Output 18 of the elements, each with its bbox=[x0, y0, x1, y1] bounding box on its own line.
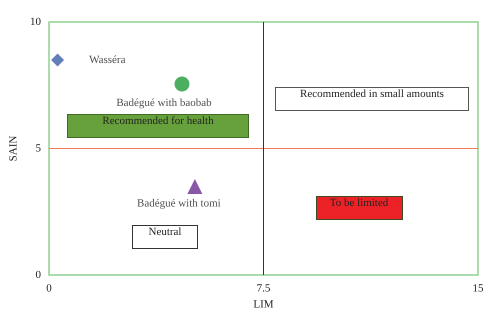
y-tick-label: 10 bbox=[30, 16, 42, 28]
point bbox=[174, 76, 190, 92]
text-box: To be limited bbox=[316, 196, 402, 220]
text-box: Recommended for health bbox=[67, 114, 249, 138]
series-label: Badégué with baobab bbox=[116, 96, 212, 109]
x-tick-label: 7.5 bbox=[256, 282, 271, 294]
x-axis-title: LIM bbox=[253, 298, 274, 310]
y-axis-title: SAIN bbox=[8, 136, 20, 162]
text-box: Recommended in small amounts bbox=[275, 87, 469, 111]
point bbox=[187, 178, 202, 194]
point bbox=[51, 53, 64, 66]
y-tick-label: 5 bbox=[36, 142, 42, 154]
x-tick-label: 0 bbox=[46, 282, 52, 294]
x-tick-label: 15 bbox=[472, 282, 484, 294]
series-label: Badégué with tomi bbox=[137, 197, 221, 210]
text: Wasséra bbox=[89, 54, 126, 66]
y-tick-label: 0 bbox=[36, 269, 42, 281]
text-box: Neutral bbox=[132, 225, 198, 249]
